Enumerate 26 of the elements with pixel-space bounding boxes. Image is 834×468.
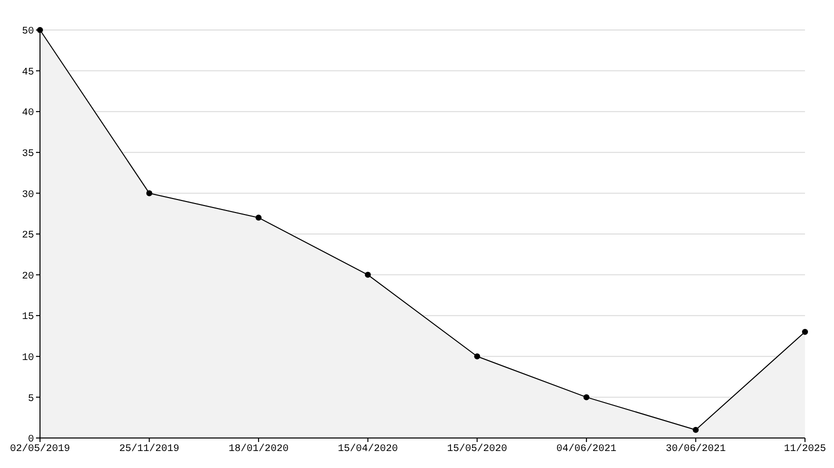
y-tick-label: 45 — [22, 67, 34, 78]
x-tick-label: 04/06/2021 — [556, 443, 616, 456]
point — [146, 190, 152, 196]
y-tick-label: 30 — [22, 190, 34, 201]
x-tick-label: 02/05/2019 — [10, 443, 70, 456]
point — [474, 353, 480, 360]
x-tick-label: 18/01/2020 — [228, 443, 289, 456]
x-tick-label: 11/2025 — [784, 443, 826, 456]
point — [364, 272, 371, 278]
x-tick-label: 30/06/2021 — [666, 443, 726, 456]
y-tick-label: 0 — [28, 434, 34, 446]
point — [802, 328, 808, 335]
y-tick-label: 10 — [22, 352, 34, 364]
point — [692, 426, 699, 433]
y-tick-label: 15 — [22, 312, 34, 324]
x-tick-label: 25/11/2019 — [119, 443, 180, 456]
x-tick-label: 15/05/2020 — [447, 443, 508, 456]
y-tick-label: 50 — [22, 26, 34, 38]
point — [583, 394, 590, 400]
y-tick-label: 25 — [22, 230, 34, 242]
y-tick-label: 5 — [28, 394, 34, 405]
y-tick-label: 40 — [22, 108, 34, 120]
y-tick-label: 35 — [22, 148, 34, 160]
y-tick-label: 20 — [22, 271, 34, 282]
point — [256, 214, 262, 221]
x-tick-label: 15/04/2020 — [338, 443, 398, 456]
